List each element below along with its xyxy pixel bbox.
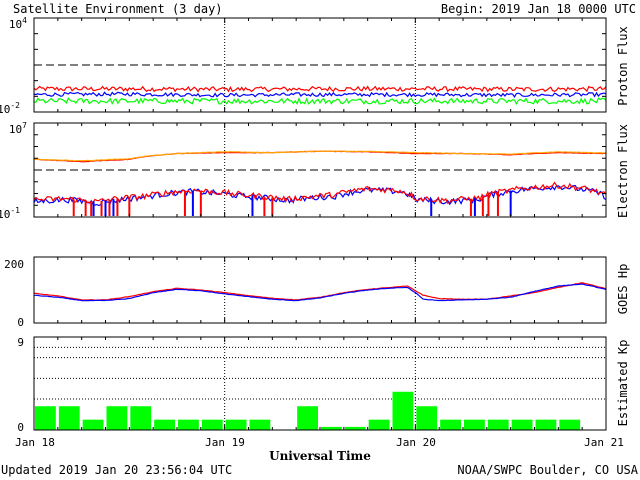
noaa-credit: NOAA/SWPC Boulder, CO USA — [457, 463, 638, 477]
kp-bar — [154, 419, 175, 430]
kp-bar — [201, 419, 223, 430]
kp-bar — [511, 419, 533, 430]
plot-title: Satellite Environment (3 day) — [13, 2, 223, 16]
kp-bar — [464, 419, 485, 430]
electron-series-red-3 — [33, 181, 607, 204]
kp-bar — [368, 419, 390, 430]
kp-bar — [344, 426, 366, 430]
kp-bar — [106, 406, 128, 430]
kp-bar — [392, 391, 414, 430]
kp-bar — [35, 406, 56, 430]
electron-ytick-top: 107 — [9, 121, 27, 136]
proton-flux-label: Proton Flux — [616, 26, 630, 105]
begin-time: Begin: 2019 Jan 18 0000 UTC — [441, 2, 636, 16]
proton-ytick-bottom: 10-2 — [0, 101, 20, 116]
kp-bar — [416, 406, 438, 430]
electron-series-blue-2 — [33, 184, 607, 207]
goes-ytick-bottom: 0 — [17, 316, 24, 329]
goes-hp-frame — [33, 256, 607, 324]
updated-time: Updated 2019 Jan 20 23:56:04 UTC — [1, 463, 232, 477]
electron-series-orange-1 — [33, 150, 607, 162]
xtick-jan-18: Jan 18 — [15, 436, 55, 449]
kp-panel — [33, 336, 607, 431]
kp-bar — [225, 419, 247, 430]
goes-hp-label: GOES Hp — [616, 264, 630, 315]
goes-ytick-top: 200 — [4, 258, 24, 271]
kp-ytick-top: 9 — [17, 336, 24, 349]
xtick-jan-21: Jan 21 — [584, 436, 624, 449]
kp-bar — [535, 419, 557, 430]
kp-bar — [249, 419, 271, 430]
electron-series-red-0 — [33, 150, 607, 163]
estimated-kp-label: Estimated Kp — [616, 340, 630, 427]
proton-series-red-0 — [33, 85, 607, 93]
kp-bar — [130, 406, 152, 430]
x-axis-label: Universal Time — [269, 449, 371, 463]
kp-bar — [487, 419, 509, 430]
kp-ytick-bottom: 0 — [17, 421, 24, 434]
proton-series-green-2 — [33, 97, 607, 106]
goes-hp-panel — [33, 256, 607, 324]
electron-panel — [33, 122, 607, 218]
electron-ytick-bottom: 10-1 — [0, 206, 20, 221]
kp-bar — [559, 419, 581, 430]
kp-bar — [178, 419, 199, 430]
goes-hp-series-blue-1 — [34, 283, 607, 302]
proton-series-blue-1 — [33, 91, 607, 99]
proton-ytick-top: 104 — [9, 16, 27, 31]
kp-bar — [297, 406, 318, 430]
kp-bar — [82, 419, 104, 430]
kp-bar — [440, 419, 461, 430]
kp-bar — [58, 406, 80, 430]
xtick-jan-20: Jan 20 — [396, 436, 436, 449]
proton-panel — [33, 17, 607, 113]
kp-bar — [321, 426, 342, 430]
xtick-jan-19: Jan 19 — [205, 436, 245, 449]
electron-flux-label: Electron Flux — [616, 124, 630, 218]
plot-panels — [33, 17, 607, 431]
